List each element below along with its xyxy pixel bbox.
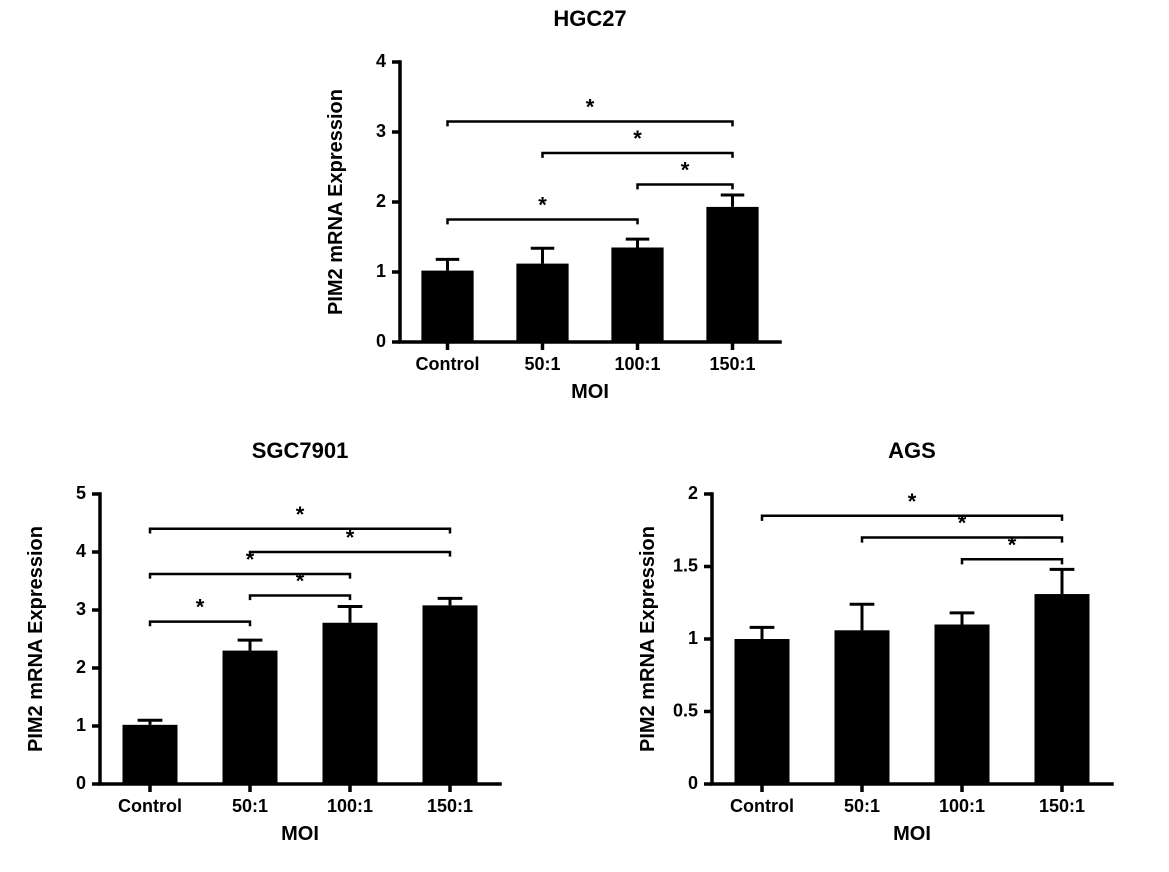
significance-star: * [681,158,690,183]
chart-title: AGS [888,438,936,463]
bar [1035,594,1090,784]
significance-bracket [150,622,250,627]
x-tick-label: 150:1 [1039,796,1085,816]
y-tick-label: 2 [688,483,698,503]
y-tick-label: 1 [376,261,386,281]
y-tick-label: 4 [376,51,386,71]
chart-title: SGC7901 [252,438,349,463]
y-tick-label: 1 [76,715,86,735]
bar [735,639,790,784]
significance-bracket [862,538,1062,543]
x-tick-label: 50:1 [844,796,880,816]
significance-bracket [638,185,733,190]
significance-bracket [762,516,1062,521]
bar [123,725,178,784]
significance-star: * [296,502,305,527]
y-axis-label: PIM2 mRNA Expression [637,526,659,752]
x-tick-label: 150:1 [427,796,473,816]
x-tick-label: Control [416,354,480,374]
significance-star: * [908,489,917,514]
significance-bracket [250,552,450,557]
x-tick-label: 150:1 [709,354,755,374]
bar [516,264,568,342]
bar [421,271,473,342]
y-tick-label: 4 [76,541,86,561]
significance-star: * [586,95,595,120]
significance-bracket [543,153,733,158]
x-tick-label: 50:1 [232,796,268,816]
significance-bracket [150,529,450,534]
chart-title: HGC27 [553,6,626,31]
y-tick-label: 3 [376,121,386,141]
x-tick-label: 50:1 [524,354,560,374]
significance-star: * [296,569,305,594]
significance-bracket [250,596,350,601]
x-tick-label: Control [730,796,794,816]
significance-star: * [633,126,642,151]
chart-ags: AGS * * * 0 0.5 1 1.5 2 Control 50:1 100:1 150:1 MOI P… [612,432,1162,862]
y-tick-label: 0 [688,773,698,793]
significance-bracket [962,559,1062,564]
significance-star: * [538,193,547,218]
y-axis-label: PIM2 mRNA Expression [325,89,347,315]
significance-bracket [448,220,638,225]
significance-star: * [1008,532,1017,557]
x-tick-label: 100:1 [614,354,660,374]
x-tick-label: 100:1 [327,796,373,816]
x-axis-label: MOI [571,381,609,403]
significance-star: * [196,595,205,620]
y-tick-label: 0 [76,773,86,793]
y-tick-label: 2 [76,657,86,677]
significance-bracket [150,574,350,579]
bar [423,605,478,784]
significance-bracket [448,122,733,127]
y-tick-label: 0 [376,331,386,351]
y-tick-label: 1 [688,628,698,648]
x-axis-label: MOI [893,823,931,845]
x-tick-label: 100:1 [939,796,985,816]
bar [611,248,663,343]
chart-sgc7901: SGC7901*****012345Control50:1100:1150:1M… [10,432,570,862]
y-tick-label: 5 [76,483,86,503]
bar [223,651,278,784]
y-axis-label: PIM2 mRNA Expression [25,526,47,752]
bar [706,207,758,342]
bar [935,625,990,785]
x-tick-label: Control [118,796,182,816]
y-tick-label: 1.5 [673,555,698,575]
y-tick-label: 3 [76,599,86,619]
bar [835,630,890,784]
x-axis-label: MOI [281,823,319,845]
y-tick-label: 0.5 [673,700,698,720]
y-tick-label: 2 [376,191,386,211]
significance-star: * [958,511,967,536]
chart-hgc27: HGC27 * * * * 0 1 2 3 4 Control 50:1 100:1 150:1 MOI PI… [310,0,850,420]
bar [323,623,378,784]
